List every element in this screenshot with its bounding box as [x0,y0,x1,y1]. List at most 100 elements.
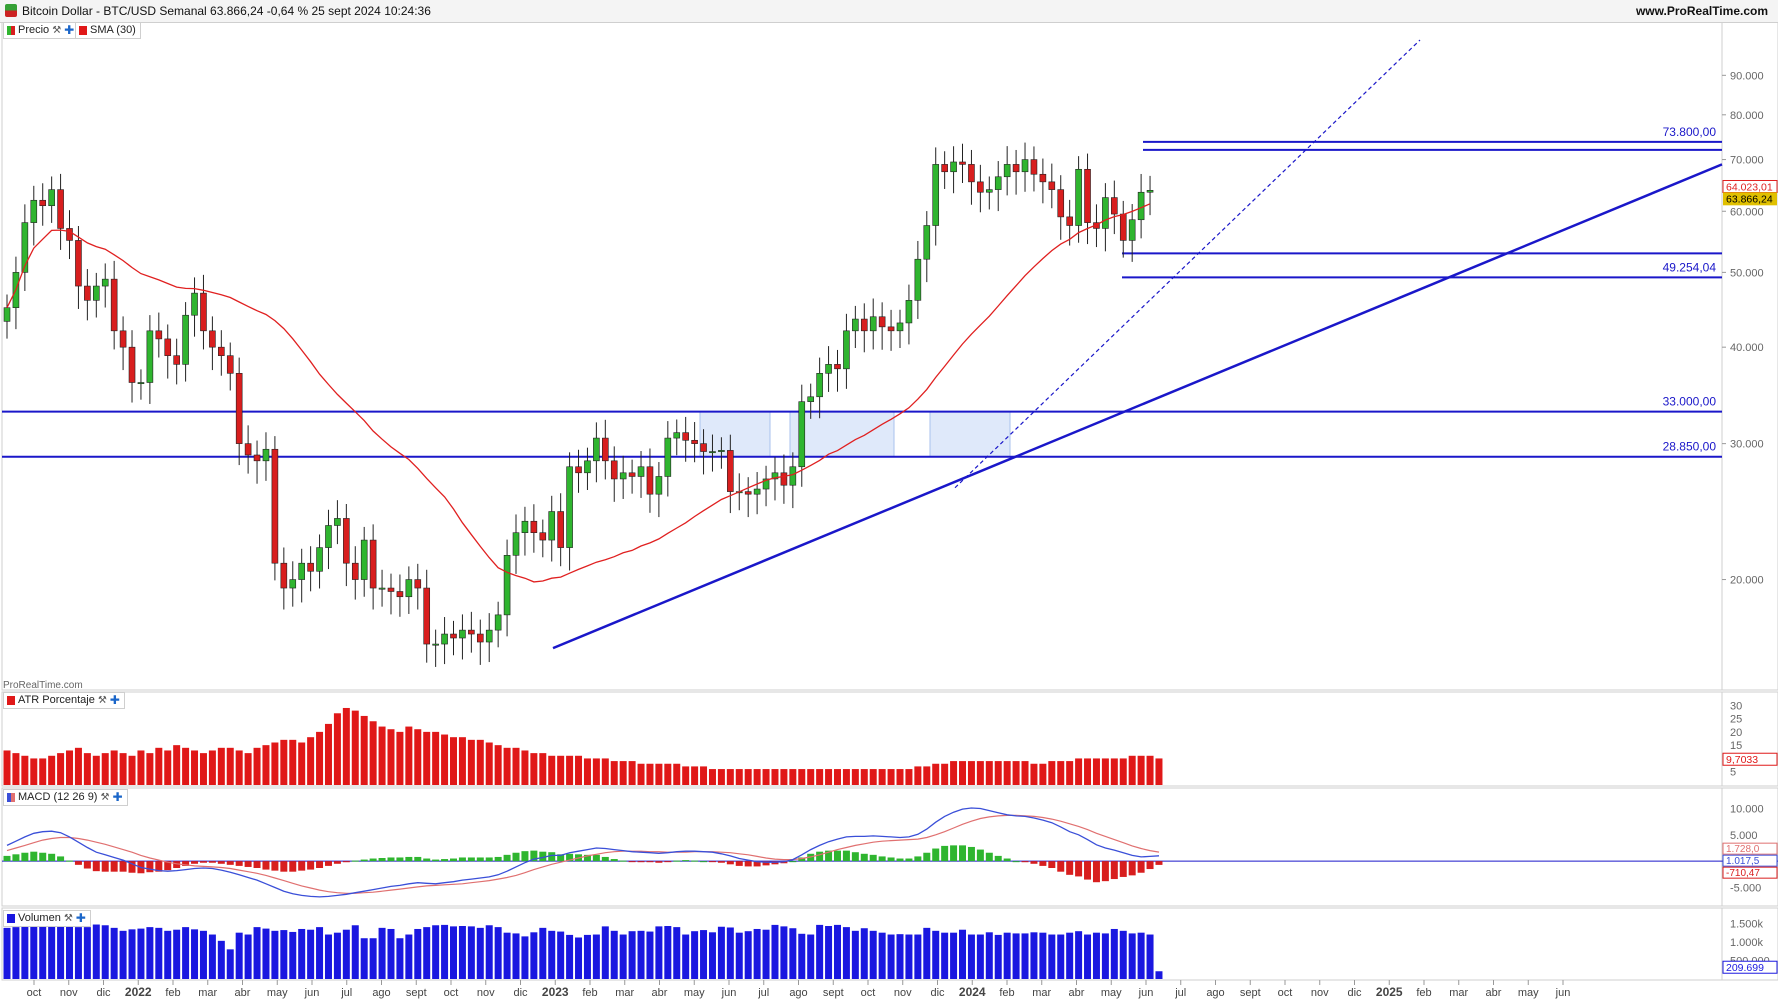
wrench-icon[interactable]: ⚒ [63,913,73,924]
macd-histogram-bar [1003,858,1011,862]
atr-bar [316,731,324,785]
volume-bar [789,928,797,979]
volume-bar [1155,971,1163,979]
candle [655,476,663,495]
xtick-label: abr [1486,987,1502,999]
volume-bar [396,938,404,979]
xtick-label: ago [789,987,807,999]
macd-value-label: 1.017,5 [1726,856,1760,867]
macd-histogram-bar [83,861,91,869]
atr-bar [825,769,833,785]
volume-bar [959,929,967,979]
candle [637,466,645,477]
xtick-label: 2024 [959,985,986,999]
legend-macd[interactable]: MACD (12 26 9) ⚒ ✚ [3,789,128,806]
candle [30,199,38,223]
volume-bar [1092,932,1100,979]
candle [1003,164,1011,178]
macd-histogram-bar [423,858,431,862]
candle [387,587,395,592]
candle [84,285,91,301]
sma-line [6,203,1151,583]
macd-histogram-bar [458,857,466,862]
atr-bar [851,769,859,785]
legend-sma[interactable]: SMA (30) [75,22,141,39]
candle [21,222,29,273]
candle [155,330,163,340]
wrench-icon[interactable]: ⚒ [97,695,107,706]
macd-histogram-bar [1110,861,1118,880]
macd-histogram-bar [583,854,591,862]
legend-volume-label: Volumen [18,912,61,924]
atr-bar [691,766,699,785]
candle [244,443,252,456]
candle [1057,189,1065,218]
macd-histogram-bar [173,861,181,868]
add-indicator-icon[interactable]: ✚ [75,911,86,925]
macd-histogram-bar [664,861,672,863]
atr-bar [494,745,502,785]
atr-bar [1012,761,1020,785]
volume-bar [146,927,154,979]
atr-bar [208,750,216,785]
atr-bar [735,769,743,785]
volume-bar [182,927,190,979]
volume-bar [583,934,591,979]
legend-price[interactable]: Precio ⚒ ✚ [3,22,80,39]
macd-histogram-bar [1057,861,1065,872]
atr-bar [798,769,806,785]
volume-bar [324,934,332,979]
atr-bar [1155,758,1163,785]
macd-histogram-bar [816,851,824,862]
atr-bar [583,758,591,785]
candle [182,314,189,365]
macd-histogram-bar [467,857,475,862]
candle [405,579,413,598]
candle [619,472,627,480]
atr-bar [182,747,190,785]
legend-volume[interactable]: Volumen ⚒ ✚ [3,910,91,927]
volume-bar [333,932,341,979]
wrench-icon[interactable]: ⚒ [100,792,110,803]
add-indicator-icon[interactable]: ✚ [64,23,75,37]
volume-bar [985,932,993,979]
volume-bar [566,934,574,979]
volume-bar [923,927,931,979]
volume-bar [833,924,841,979]
price-ytick-label: 40.000 [1730,342,1764,354]
candle [959,161,966,165]
last-price-label: 63.866,24 [1726,193,1773,205]
candle [905,300,913,324]
wrench-icon[interactable]: ⚒ [52,25,62,36]
xtick-label: dic [96,987,111,999]
volume-bar [708,932,716,979]
legend-atr[interactable]: ATR Porcentaje ⚒ ✚ [3,692,125,709]
atr-bar [923,766,931,785]
macd-histogram-bar [360,859,368,862]
macd-histogram-bar [691,860,699,862]
atr-bar [726,769,734,785]
candle [977,181,984,193]
add-indicator-icon[interactable]: ✚ [109,693,120,707]
candle [253,454,261,462]
atr-bar [360,715,368,785]
volume-bar [905,934,913,979]
macd-swatch-icon [7,793,15,802]
add-indicator-icon[interactable]: ✚ [112,790,123,804]
candle [932,164,940,226]
macd-histogram-bar [316,861,324,868]
volume-bar [494,927,502,979]
atr-bar [1003,761,1011,785]
atr-bar [423,731,431,785]
volume-bar [226,949,234,979]
volume-bar [360,938,368,979]
xtick-label: feb [1416,987,1431,999]
macd-histogram-bar [324,861,332,866]
macd-histogram-bar [485,857,493,862]
macd-signal-line [6,814,1160,894]
xtick-label: 2023 [542,985,569,999]
candle [834,364,841,370]
macd-histogram-bar [1155,861,1163,865]
candle [316,547,323,572]
